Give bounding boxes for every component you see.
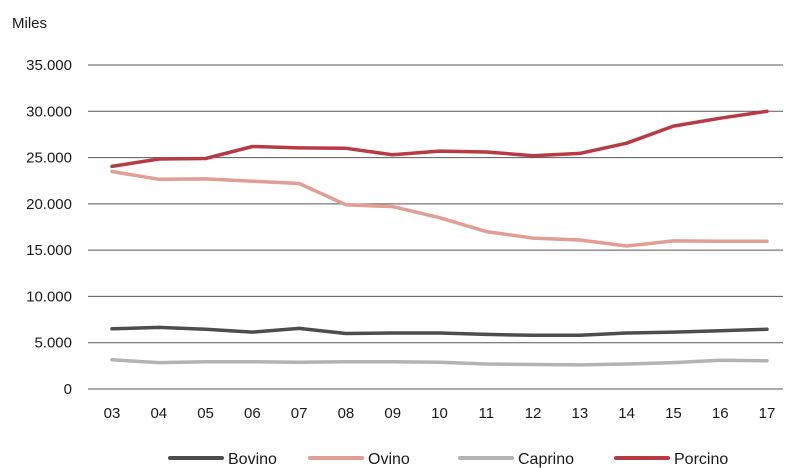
y-unit-label: Miles <box>12 15 47 32</box>
y-tick-label: 5.000 <box>34 335 72 352</box>
x-axis-ticks: 03 04 05 06 07 08 09 10 11 12 13 14 15 16 17 <box>104 405 776 422</box>
x-tick-label: 04 <box>150 405 167 422</box>
x-tick-label: 10 <box>431 405 448 422</box>
y-tick-label: 35.000 <box>26 57 72 74</box>
x-tick-label: 08 <box>338 405 355 422</box>
x-tick-label: 15 <box>665 405 682 422</box>
y-tick-label: 30.000 <box>26 103 72 120</box>
y-tick-label: 0 <box>64 381 72 398</box>
y-axis-ticks: 0 5.000 10.000 15.000 20.000 25.000 30.000 35.0… <box>26 57 72 398</box>
x-tick-label: 06 <box>244 405 261 422</box>
legend-label: Bovino <box>228 451 277 468</box>
series-line-caprino <box>110 358 769 367</box>
x-tick-label: 16 <box>712 405 729 422</box>
legend: Bovino Ovino Caprino Porcino <box>168 451 728 468</box>
x-tick-label: 17 <box>759 405 776 422</box>
y-tick-label: 15.000 <box>26 242 72 259</box>
series-line-porcino <box>110 109 769 169</box>
legend-label: Ovino <box>368 451 410 468</box>
legend-item-porcino: Porcino <box>614 451 728 468</box>
x-tick-label: 05 <box>197 405 214 422</box>
y-tick-label: 20.000 <box>26 196 72 213</box>
x-tick-label: 09 <box>384 405 401 422</box>
legend-item-bovino: Bovino <box>168 451 277 468</box>
x-tick-label: 13 <box>572 405 589 422</box>
legend-item-ovino: Ovino <box>308 451 410 468</box>
series-line-bovino <box>110 325 769 338</box>
x-tick-label: 07 <box>291 405 308 422</box>
legend-label: Porcino <box>674 451 728 468</box>
y-tick-label: 10.000 <box>26 288 72 305</box>
legend-item-caprino: Caprino <box>458 451 574 468</box>
y-tick-label: 25.000 <box>26 150 72 167</box>
legend-label: Caprino <box>518 451 574 468</box>
series-line-ovino <box>110 169 769 248</box>
gridlines <box>88 64 783 390</box>
x-tick-label: 14 <box>618 405 635 422</box>
series-lines <box>110 109 769 367</box>
x-tick-label: 03 <box>104 405 121 422</box>
x-tick-label: 12 <box>525 405 542 422</box>
x-tick-label: 11 <box>478 405 494 422</box>
